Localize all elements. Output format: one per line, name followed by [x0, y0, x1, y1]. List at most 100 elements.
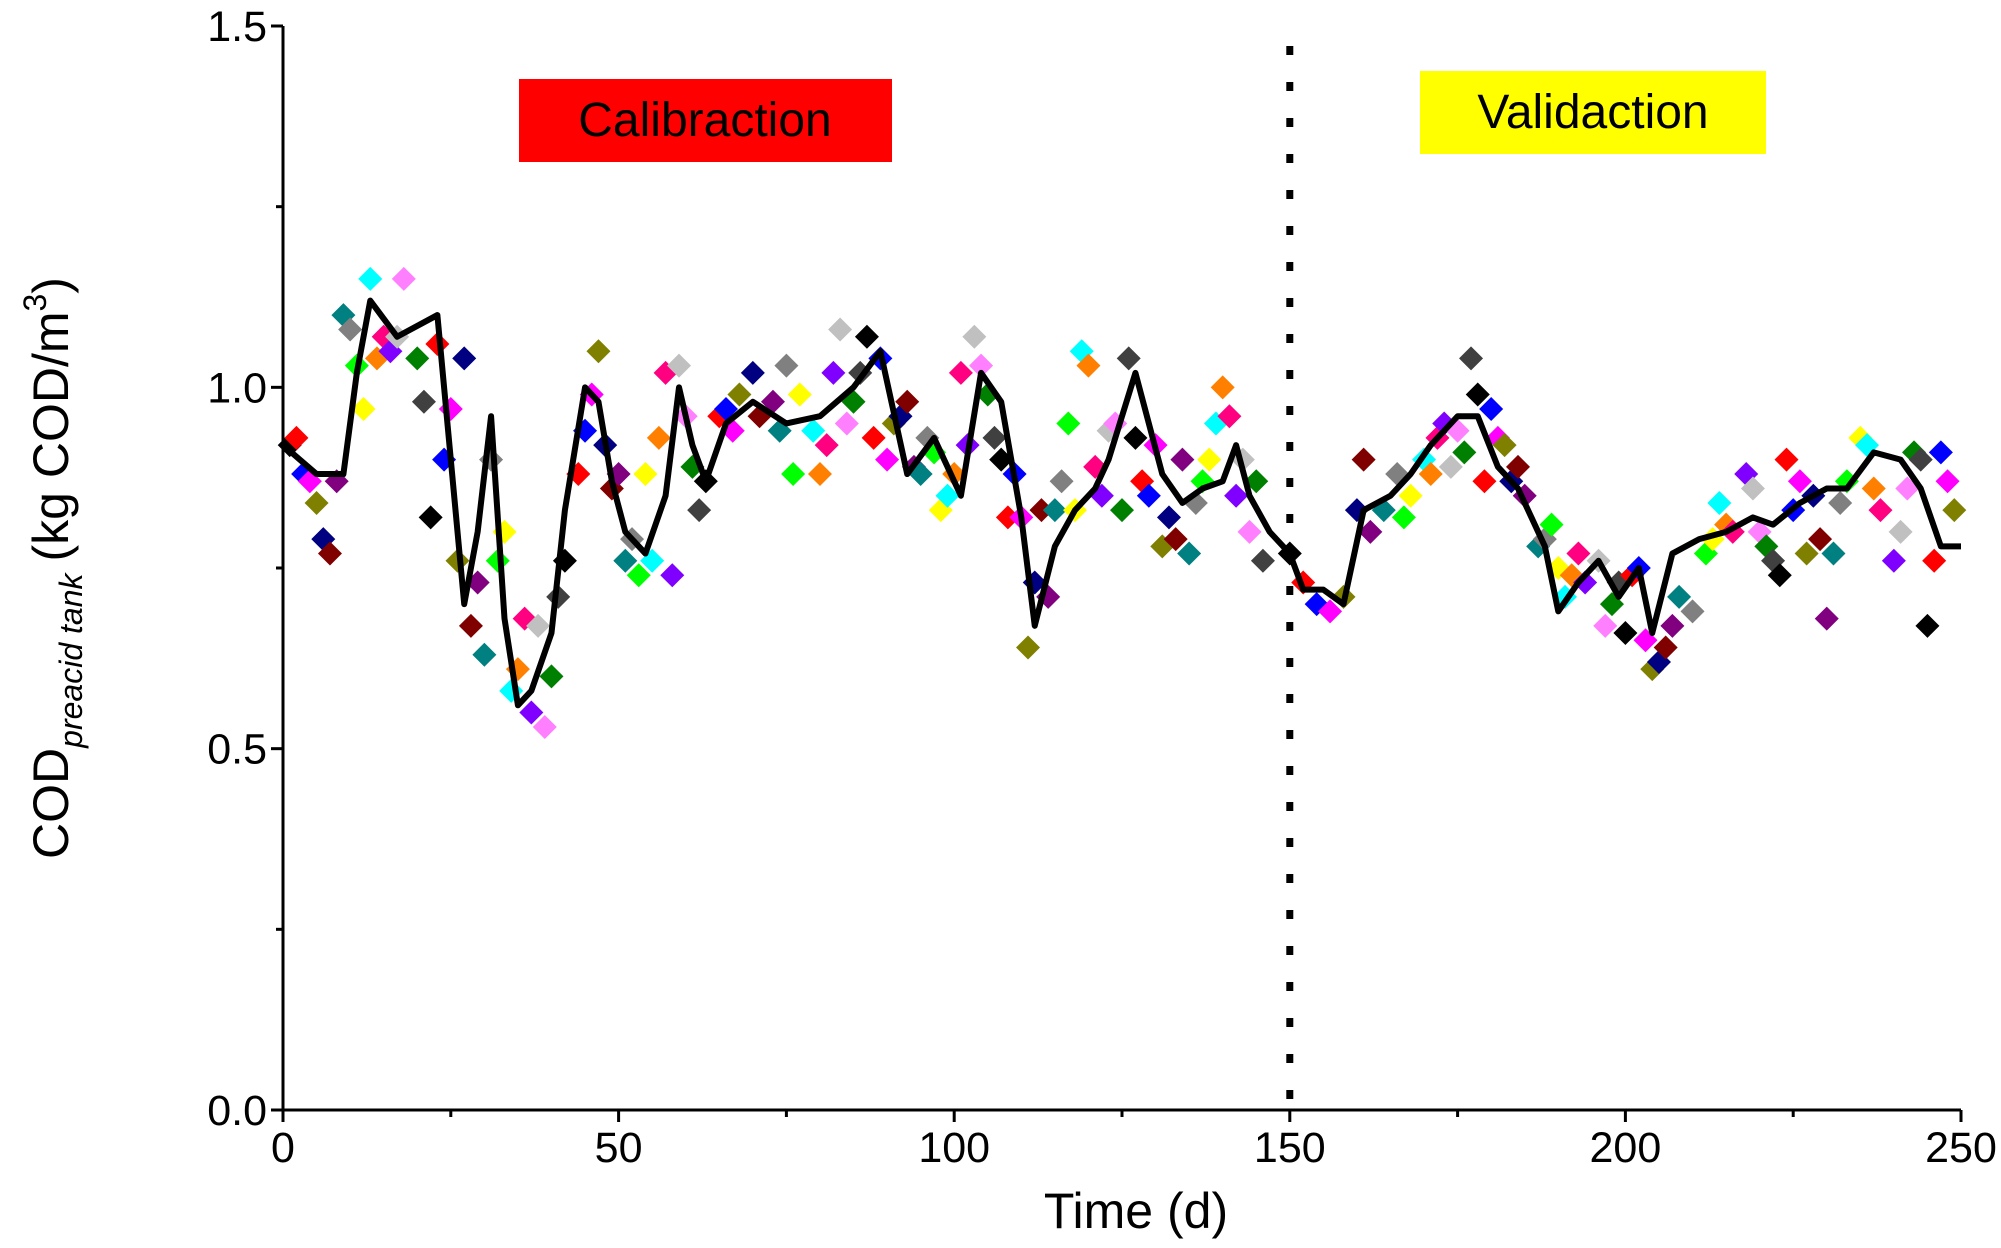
point: [1351, 447, 1376, 472]
point: [1828, 490, 1853, 515]
point: [982, 425, 1007, 450]
y-tick-label: 1.5: [207, 3, 267, 51]
point: [687, 498, 712, 523]
point: [613, 548, 638, 573]
y-tick-label: 0.5: [207, 726, 267, 774]
point: [1318, 599, 1343, 624]
point: [1653, 635, 1678, 660]
point: [1224, 483, 1249, 508]
point: [1438, 454, 1463, 479]
point: [1177, 541, 1202, 566]
point: [1506, 454, 1531, 479]
point: [458, 613, 483, 638]
point: [895, 389, 920, 414]
point: [1680, 599, 1705, 624]
point: [1613, 621, 1638, 646]
point: [1593, 613, 1618, 638]
point: [646, 425, 671, 450]
point: [727, 382, 752, 407]
y-axis-title: CODpreacid tank (kg COD/m3): [17, 277, 89, 859]
x-tick-label: 50: [595, 1124, 643, 1172]
point: [935, 483, 960, 508]
point: [861, 425, 886, 450]
point: [1042, 498, 1067, 523]
point: [358, 266, 383, 291]
point: [854, 324, 879, 349]
point: [1774, 447, 1799, 472]
point: [532, 714, 557, 739]
point: [519, 700, 544, 725]
point: [1794, 541, 1819, 566]
point: [969, 353, 994, 378]
point: [1660, 613, 1685, 638]
point: [1888, 519, 1913, 544]
point: [1740, 476, 1765, 501]
y-title-main: COD: [23, 748, 79, 859]
y-title-close: ): [23, 277, 79, 294]
point: [1808, 527, 1833, 552]
model-line: [281, 297, 1961, 709]
point: [452, 346, 477, 371]
point: [351, 397, 376, 422]
calibration-label: Calibraction: [578, 94, 831, 147]
x-tick-label: 150: [1254, 1124, 1326, 1172]
point: [1123, 425, 1148, 450]
point: [405, 346, 430, 371]
point: [1928, 440, 1953, 465]
point: [1573, 570, 1598, 595]
point: [338, 317, 363, 342]
point: [1492, 433, 1517, 458]
point: [1539, 512, 1564, 537]
point: [740, 360, 765, 385]
point: [1136, 483, 1161, 508]
point: [1459, 346, 1484, 371]
point: [1821, 541, 1846, 566]
point: [1935, 469, 1960, 494]
point: [317, 541, 342, 566]
point: [1163, 527, 1188, 552]
point: [1156, 505, 1181, 530]
point: [1076, 353, 1101, 378]
y-tick-label: 1.0: [207, 364, 267, 412]
point: [962, 324, 987, 349]
point: [539, 664, 564, 689]
point: [1110, 498, 1134, 523]
point: [1217, 404, 1242, 429]
point: [814, 433, 839, 458]
point: [418, 505, 443, 530]
point: [472, 642, 497, 667]
point: [1197, 447, 1222, 472]
x-tick-label: 0: [271, 1124, 295, 1172]
y-title-sub: preacid tank: [53, 572, 89, 749]
point: [1915, 613, 1940, 638]
point: [660, 563, 685, 588]
point: [1016, 635, 1041, 660]
point: [1210, 375, 1235, 400]
point: [1908, 447, 1933, 472]
point: [948, 360, 973, 385]
x-tick-label: 200: [1590, 1124, 1662, 1172]
point: [304, 490, 329, 515]
point: [1472, 469, 1497, 494]
point: [995, 505, 1020, 530]
y-tick-label: 0.0: [207, 1087, 267, 1135]
validation-box: [1420, 71, 1766, 154]
point: [1452, 440, 1477, 465]
point: [1237, 519, 1262, 544]
point: [284, 425, 309, 450]
point: [1787, 469, 1812, 494]
point: [774, 353, 799, 378]
point: [1029, 498, 1054, 523]
point: [1922, 548, 1947, 573]
point: [1465, 382, 1490, 407]
point: [667, 353, 692, 378]
point: [1868, 498, 1893, 523]
point: [411, 389, 436, 414]
point: [1667, 584, 1692, 609]
x-tick-label: 100: [918, 1124, 990, 1172]
point: [1391, 505, 1416, 530]
point: [1056, 411, 1081, 436]
point: [1814, 606, 1839, 631]
point: [526, 613, 551, 638]
